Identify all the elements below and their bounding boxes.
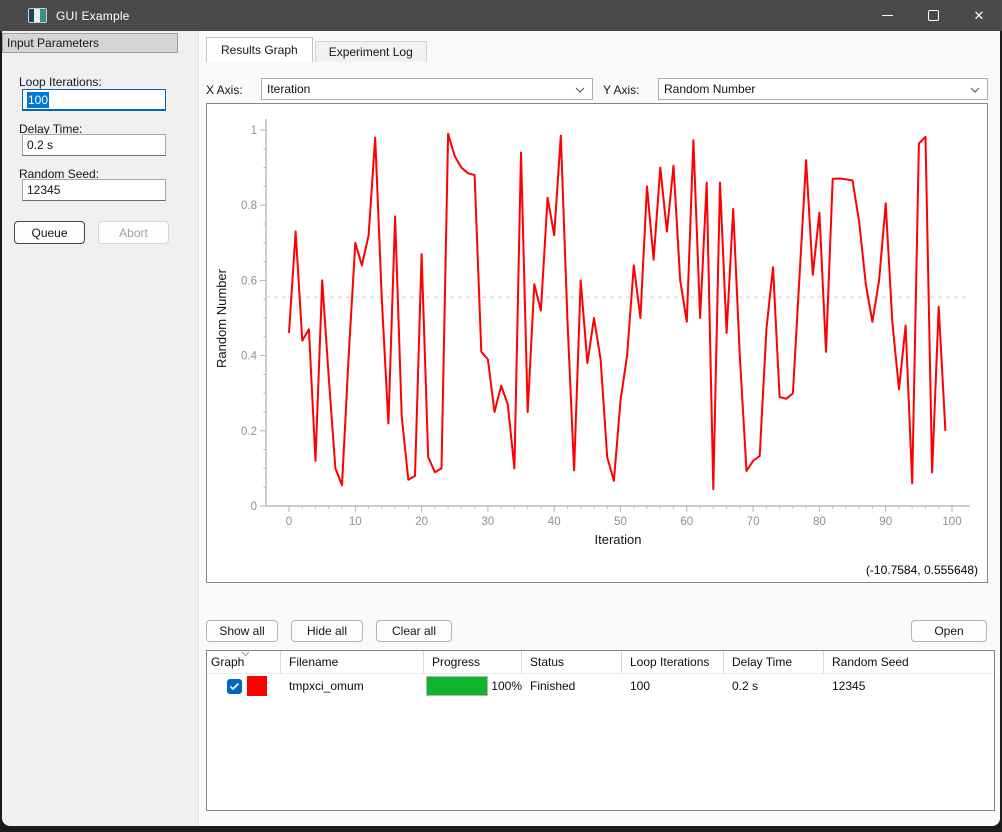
input-parameters-panel: Input Parameters Loop Iterations: 100 De… [2, 31, 198, 826]
queue-button[interactable]: Queue [14, 221, 85, 244]
random-seed-value: 12345 [27, 183, 61, 197]
progress-percent: 100% [491, 679, 522, 693]
check-icon [229, 682, 240, 690]
column-header-delay-time[interactable]: Delay Time [724, 651, 824, 673]
svg-text:30: 30 [482, 516, 495, 528]
loop-iterations-input[interactable]: 100 [22, 89, 166, 111]
column-header-random-seed[interactable]: Random Seed [832, 655, 909, 669]
y-axis-selected-value: Random Number [664, 82, 756, 96]
app-icon [28, 8, 47, 23]
svg-text:50: 50 [614, 516, 627, 528]
delay-time-value: 0.2 s [27, 138, 54, 152]
minimize-icon [881, 15, 893, 16]
cell-delay-time: 0.2 s [732, 679, 759, 693]
tab-results-graph[interactable]: Results Graph [206, 37, 313, 62]
column-header-status[interactable]: Status [522, 651, 622, 673]
maximize-button[interactable] [910, 0, 956, 31]
window-title: GUI Example [56, 8, 130, 23]
y-axis-select[interactable]: Random Number [658, 78, 988, 100]
svg-text:10: 10 [349, 516, 362, 528]
maximize-icon [927, 10, 939, 21]
random-seed-label: Random Seed: [19, 167, 100, 181]
svg-text:70: 70 [747, 516, 760, 528]
cell-status: Finished [530, 679, 576, 693]
sort-indicator-icon [241, 651, 250, 657]
table-header: Graph Filename Progress Status Loop Iter… [207, 651, 994, 674]
svg-text:0: 0 [251, 501, 257, 513]
x-axis-selected-value: Iteration [267, 82, 311, 96]
experiments-table: Graph Filename Progress Status Loop Iter… [206, 650, 995, 811]
loop-iterations-value: 100 [27, 91, 50, 108]
svg-text:0.4: 0.4 [241, 351, 258, 363]
svg-text:1: 1 [251, 125, 257, 137]
svg-text:100: 100 [942, 516, 961, 528]
cell-random-seed: 12345 [832, 679, 866, 693]
plot-area[interactable]: 0 0.2 0.4 0.6 0.8 1 0 10 20 30 40 50 60 70 80 90 100 Ran… [206, 103, 988, 583]
main-pane: Results Graph Experiment Log X Axis: Ite… [198, 31, 1000, 826]
chevron-down-icon [970, 87, 980, 93]
tab-experiment-log[interactable]: Experiment Log [314, 41, 427, 62]
y-axis-label: Y Axis: [603, 83, 640, 97]
progress-bar [426, 676, 489, 696]
column-header-loop-iterations[interactable]: Loop Iterations [622, 651, 724, 673]
chart-svg: 00.20.40.60.810 10 20 30 40 50 60 70 80 90 100 [241, 119, 970, 528]
svg-text:40: 40 [548, 516, 561, 528]
svg-text:0: 0 [286, 516, 292, 528]
graph-visible-checkbox[interactable] [227, 678, 242, 694]
input-parameters-header: Input Parameters [2, 33, 178, 53]
table-row[interactable]: tmpxci_omum 100% Finished 100 0.2 s 1234… [207, 674, 994, 698]
svg-text:0.6: 0.6 [241, 275, 257, 287]
close-button[interactable]: ✕ [956, 0, 1002, 31]
abort-button[interactable]: Abort [98, 221, 169, 244]
tab-bar: Results Graph Experiment Log [206, 37, 427, 62]
svg-text:0.8: 0.8 [241, 200, 257, 212]
titlebar: GUI Example ✕ [0, 0, 1002, 31]
open-button[interactable]: Open [911, 620, 987, 642]
series-color-swatch[interactable] [247, 676, 267, 696]
minimize-button[interactable] [864, 0, 910, 31]
app-body: Input Parameters Loop Iterations: 100 De… [2, 31, 1000, 826]
column-header-filename[interactable]: Filename [281, 651, 424, 673]
x-axis-select[interactable]: Iteration [261, 78, 593, 100]
cell-loop-iterations: 100 [630, 679, 651, 693]
cell-filename: tmpxci_omum [289, 679, 364, 693]
svg-text:60: 60 [680, 516, 693, 528]
svg-text:0.2: 0.2 [241, 426, 257, 438]
hide-all-button[interactable]: Hide all [291, 620, 363, 642]
delay-time-label: Delay Time: [19, 122, 83, 136]
clear-all-button[interactable]: Clear all [376, 620, 452, 642]
column-header-graph[interactable]: Graph [207, 651, 281, 673]
delay-time-input[interactable]: 0.2 s [22, 134, 166, 156]
svg-text:20: 20 [415, 516, 428, 528]
random-seed-input[interactable]: 12345 [22, 179, 166, 201]
show-all-button[interactable]: Show all [206, 620, 278, 642]
progress-bar-fill [427, 677, 488, 695]
chevron-down-icon [575, 87, 585, 93]
svg-text:80: 80 [813, 516, 826, 528]
svg-text:90: 90 [879, 516, 892, 528]
column-header-progress[interactable]: Progress [424, 651, 522, 673]
close-icon: ✕ [973, 8, 985, 23]
loop-iterations-label: Loop Iterations: [19, 75, 102, 89]
cursor-coordinates: (-10.7584, 0.555648) [865, 563, 978, 577]
x-axis-label: X Axis: [206, 83, 243, 97]
